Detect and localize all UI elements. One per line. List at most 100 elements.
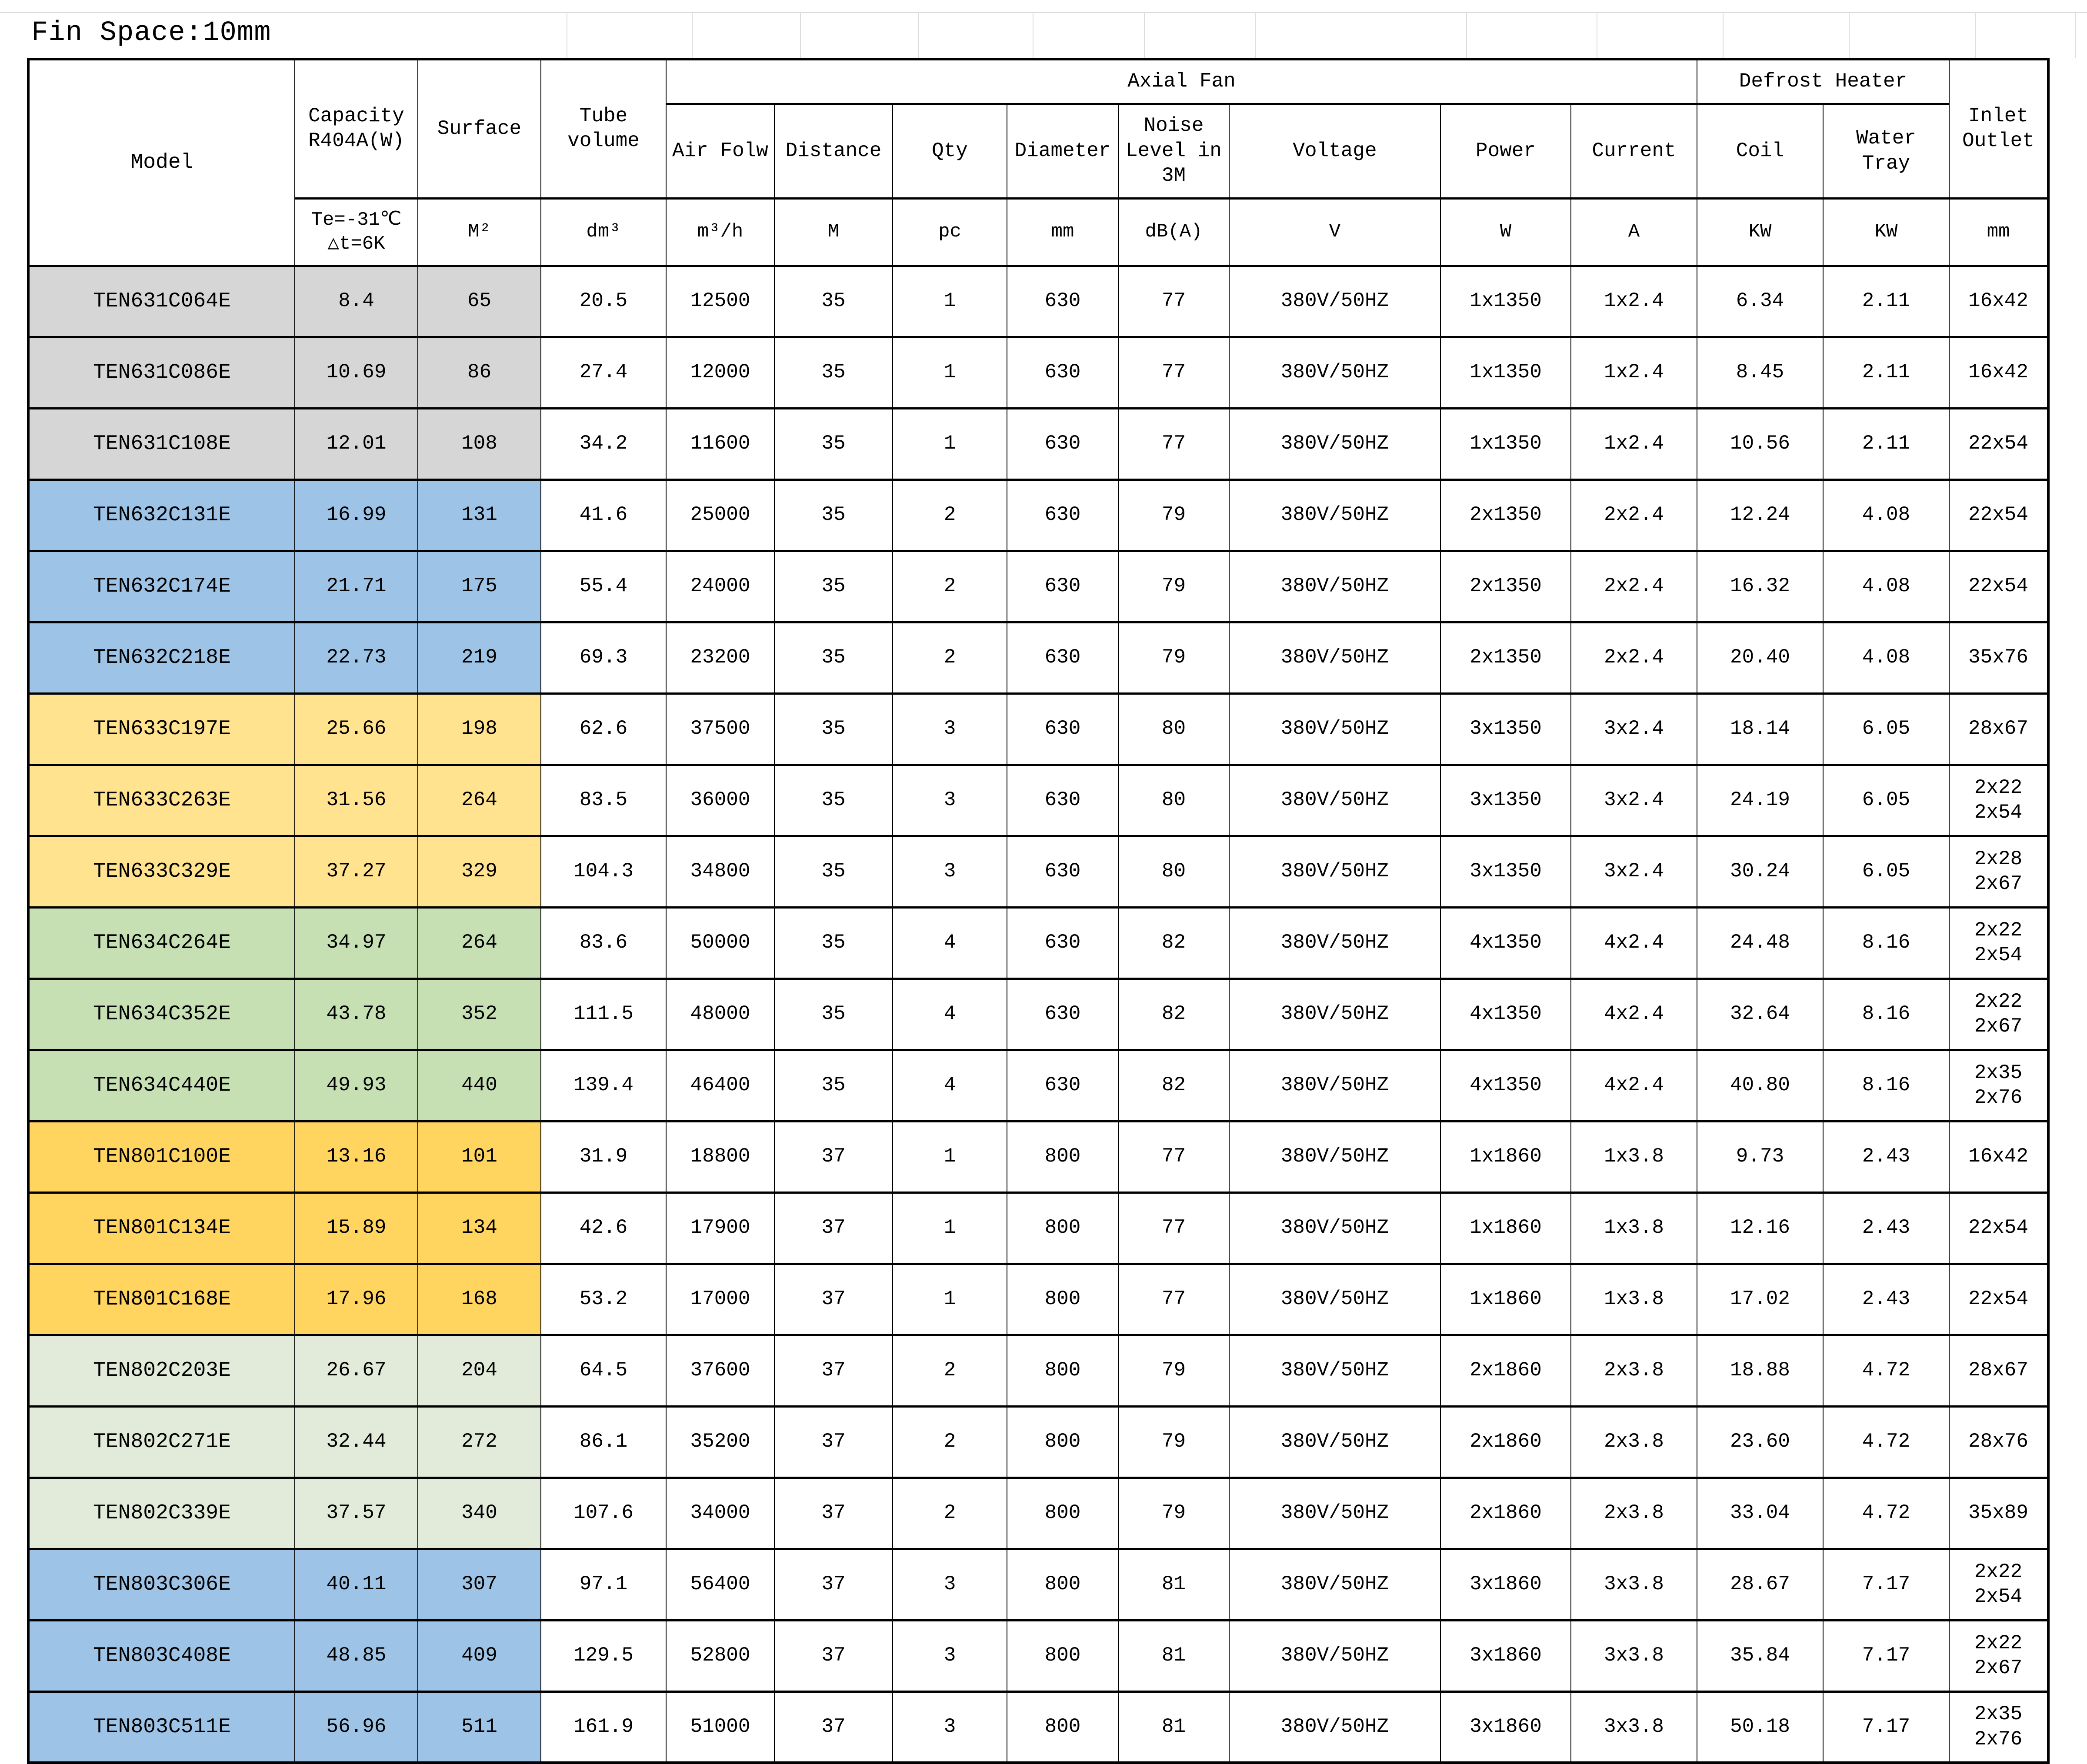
cell-air-flow: 12500 bbox=[666, 264, 775, 338]
header-diameter: Diameter bbox=[1007, 103, 1119, 200]
cell-model: TEN631C064E bbox=[28, 264, 295, 338]
cell-distance: 37 bbox=[774, 1405, 893, 1479]
cell-noise: 77 bbox=[1118, 1120, 1230, 1194]
cell-current: 2x2.4 bbox=[1570, 621, 1697, 695]
cell-distance: 35 bbox=[774, 763, 893, 837]
cell-model: TEN632C174E bbox=[28, 549, 295, 623]
cell-inlet-outlet: 16x42 bbox=[1949, 336, 2049, 409]
header-air-flow: Air Folw bbox=[666, 103, 775, 200]
cell-capacity: 16.99 bbox=[294, 478, 418, 552]
cell-coil: 10.56 bbox=[1697, 407, 1824, 481]
cell-capacity: 12.01 bbox=[294, 407, 418, 481]
cell-coil: 18.14 bbox=[1697, 692, 1824, 766]
cell-power: 2x1860 bbox=[1440, 1334, 1571, 1408]
cell-water-tray: 2.11 bbox=[1823, 407, 1950, 481]
cell-qty: 3 bbox=[892, 1690, 1007, 1764]
cell-surface: 131 bbox=[417, 478, 541, 552]
cell-water-tray: 4.08 bbox=[1823, 549, 1950, 623]
table-row: TEN634C440E 49.93 440 139.4 46400 35 4 6… bbox=[28, 1048, 2049, 1122]
cell-voltage: 380V/50HZ bbox=[1229, 1619, 1441, 1693]
cell-capacity: 15.89 bbox=[294, 1191, 418, 1265]
cell-air-flow: 12000 bbox=[666, 336, 775, 409]
page-title: Fin Space:10mm bbox=[31, 17, 271, 49]
cell-inlet-outlet: 16x42 bbox=[1949, 1120, 2049, 1194]
cell-air-flow: 46400 bbox=[666, 1048, 775, 1122]
cell-distance: 37 bbox=[774, 1262, 893, 1336]
table-body: TEN631C064E 8.4 65 20.5 12500 35 1 630 7… bbox=[28, 264, 2049, 1764]
table-row: TEN632C174E 21.71 175 55.4 24000 35 2 63… bbox=[28, 549, 2049, 623]
cell-coil: 12.16 bbox=[1697, 1191, 1824, 1265]
cell-tube-volume: 53.2 bbox=[540, 1262, 667, 1336]
cell-distance: 35 bbox=[774, 906, 893, 980]
cell-inlet-outlet: 28x67 bbox=[1949, 1334, 2049, 1408]
table-row: TEN632C131E 16.99 131 41.6 25000 35 2 63… bbox=[28, 478, 2049, 552]
cell-capacity: 22.73 bbox=[294, 621, 418, 695]
cell-air-flow: 17000 bbox=[666, 1262, 775, 1336]
cell-distance: 35 bbox=[774, 549, 893, 623]
cell-model: TEN802C339E bbox=[28, 1476, 295, 1550]
cell-surface: 307 bbox=[417, 1548, 541, 1621]
header-power: Power bbox=[1440, 103, 1571, 200]
cell-surface: 204 bbox=[417, 1334, 541, 1408]
cell-surface: 168 bbox=[417, 1262, 541, 1336]
cell-distance: 37 bbox=[774, 1191, 893, 1265]
cell-air-flow: 48000 bbox=[666, 977, 775, 1051]
cell-water-tray: 2.11 bbox=[1823, 264, 1950, 338]
cell-current: 2x3.8 bbox=[1570, 1334, 1697, 1408]
cell-diameter: 630 bbox=[1007, 407, 1119, 481]
cell-power: 3x1350 bbox=[1440, 763, 1571, 837]
sheet-gridline-vertical bbox=[1466, 12, 1467, 58]
header-noise: Noise Level in 3M bbox=[1118, 103, 1230, 200]
cell-capacity: 49.93 bbox=[294, 1048, 418, 1122]
cell-air-flow: 34800 bbox=[666, 835, 775, 909]
cell-coil: 24.19 bbox=[1697, 763, 1824, 837]
table-row: TEN634C264E 34.97 264 83.6 50000 35 4 63… bbox=[28, 906, 2049, 980]
cell-power: 3x1860 bbox=[1440, 1690, 1571, 1764]
header-current: Current bbox=[1570, 103, 1697, 200]
cell-current: 4x2.4 bbox=[1570, 906, 1697, 980]
cell-surface: 511 bbox=[417, 1690, 541, 1764]
cell-current: 4x2.4 bbox=[1570, 977, 1697, 1051]
cell-diameter: 800 bbox=[1007, 1120, 1119, 1194]
cell-surface: 340 bbox=[417, 1476, 541, 1550]
cell-tube-volume: 107.6 bbox=[540, 1476, 667, 1550]
table-row: TEN803C306E 40.11 307 97.1 56400 37 3 80… bbox=[28, 1548, 2049, 1621]
cell-capacity: 21.71 bbox=[294, 549, 418, 623]
cell-model: TEN633C197E bbox=[28, 692, 295, 766]
cell-diameter: 630 bbox=[1007, 906, 1119, 980]
cell-capacity: 34.97 bbox=[294, 906, 418, 980]
cell-surface: 352 bbox=[417, 977, 541, 1051]
cell-inlet-outlet: 22x54 bbox=[1949, 407, 2049, 481]
cell-current: 1x3.8 bbox=[1570, 1262, 1697, 1336]
cell-coil: 50.18 bbox=[1697, 1690, 1824, 1764]
cell-model: TEN801C100E bbox=[28, 1120, 295, 1194]
table-row: TEN633C329E 37.27 329 104.3 34800 35 3 6… bbox=[28, 835, 2049, 909]
cell-distance: 37 bbox=[774, 1120, 893, 1194]
cell-power: 3x1350 bbox=[1440, 835, 1571, 909]
cell-voltage: 380V/50HZ bbox=[1229, 906, 1441, 980]
cell-current: 3x3.8 bbox=[1570, 1548, 1697, 1621]
cell-current: 1x2.4 bbox=[1570, 264, 1697, 338]
cell-air-flow: 24000 bbox=[666, 549, 775, 623]
cell-air-flow: 25000 bbox=[666, 478, 775, 552]
cell-model: TEN802C271E bbox=[28, 1405, 295, 1479]
cell-coil: 16.32 bbox=[1697, 549, 1824, 623]
cell-water-tray: 7.17 bbox=[1823, 1548, 1950, 1621]
cell-noise: 77 bbox=[1118, 1191, 1230, 1265]
cell-surface: 272 bbox=[417, 1405, 541, 1479]
cell-surface: 264 bbox=[417, 906, 541, 980]
cell-distance: 37 bbox=[774, 1334, 893, 1408]
cell-current: 4x2.4 bbox=[1570, 1048, 1697, 1122]
cell-inlet-outlet: 22x54 bbox=[1949, 478, 2049, 552]
cell-qty: 1 bbox=[892, 264, 1007, 338]
cell-distance: 35 bbox=[774, 407, 893, 481]
table-row: TEN803C408E 48.85 409 129.5 52800 37 3 8… bbox=[28, 1619, 2049, 1693]
sheet-gridline-vertical bbox=[1723, 12, 1724, 58]
spec-table: Model Capacity R404A(W) Surface Tube vol… bbox=[27, 58, 2050, 1764]
cell-tube-volume: 62.6 bbox=[540, 692, 667, 766]
cell-current: 1x3.8 bbox=[1570, 1120, 1697, 1194]
cell-power: 4x1350 bbox=[1440, 1048, 1571, 1122]
cell-current: 2x2.4 bbox=[1570, 549, 1697, 623]
cell-coil: 18.88 bbox=[1697, 1334, 1824, 1408]
cell-diameter: 800 bbox=[1007, 1262, 1119, 1336]
